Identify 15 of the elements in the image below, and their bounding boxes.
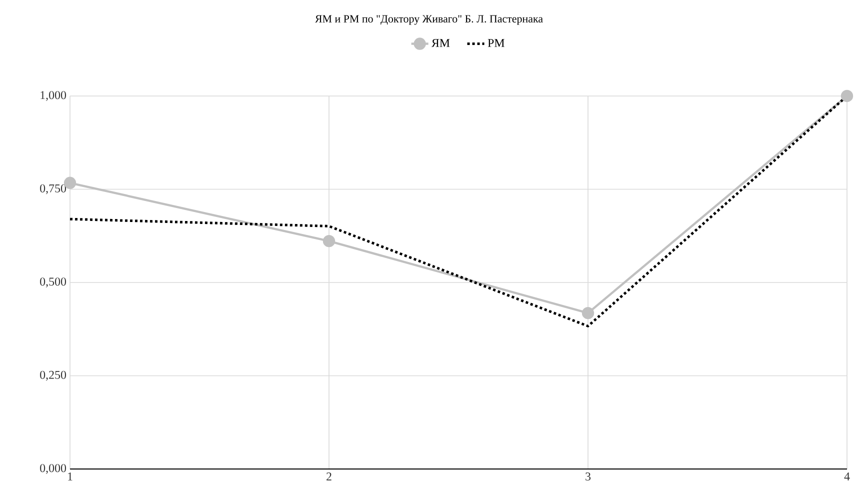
x-tick-label: 4 bbox=[844, 472, 850, 480]
y-tick-label: 0,250 bbox=[40, 370, 66, 381]
x-tick-label: 3 bbox=[586, 472, 591, 481]
point bbox=[582, 306, 594, 320]
chart-title: ЯМ и РМ по "Доктору Живаго" Б. Л. Пастернака bbox=[315, 15, 543, 25]
x-tick-label: 2 bbox=[326, 472, 332, 480]
legend-label: ЯМ bbox=[431, 39, 450, 47]
y-tick-label: 1,000 bbox=[40, 91, 66, 101]
legend-label: РМ bbox=[488, 39, 504, 47]
y-tick-label: 0,000 bbox=[40, 464, 66, 474]
point bbox=[322, 234, 336, 248]
point bbox=[840, 90, 854, 102]
y-tick-label: 0,500 bbox=[40, 278, 66, 288]
x-tick-label: 1 bbox=[68, 472, 72, 480]
y-tick-label: 0,750 bbox=[40, 184, 66, 194]
